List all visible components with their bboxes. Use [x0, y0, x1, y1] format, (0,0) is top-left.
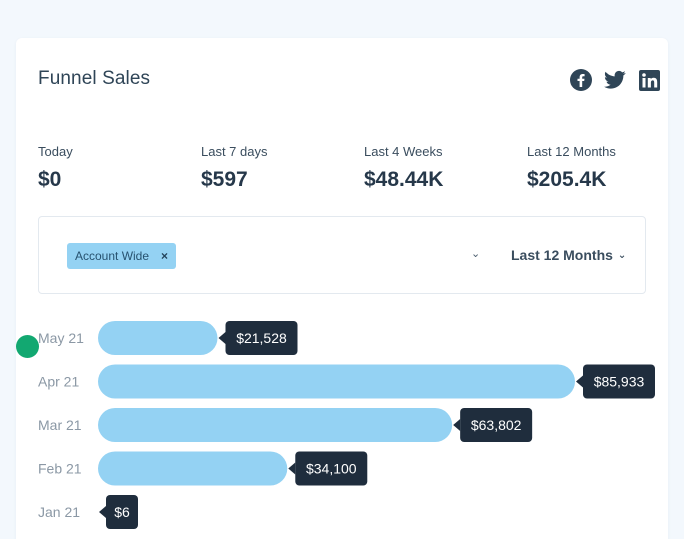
value-label: $85,933 [594, 374, 645, 390]
tooltip-arrow [453, 419, 461, 431]
value-label: $21,528 [236, 330, 287, 346]
period-dropdown[interactable]: Last 12 Months ⌄ [511, 247, 626, 263]
bar [98, 364, 575, 399]
stat-value: $0 [38, 168, 62, 191]
close-icon[interactable]: × [161, 249, 169, 263]
stat-last-4-weeks: Last 4 Weeks $48.44K [364, 144, 443, 192]
stat-label: Last 4 Weeks [364, 144, 443, 159]
twitter-icon[interactable] [604, 69, 626, 91]
chevron-down-icon: ⌄ [617, 249, 627, 261]
tooltip-arrow [576, 375, 583, 388]
bar [98, 321, 218, 355]
tooltip-arrow [288, 462, 296, 475]
value-tooltip [225, 321, 298, 355]
value-tooltip [460, 408, 533, 442]
bar [98, 451, 288, 486]
filter-chip-account-wide[interactable]: Account Wide × [67, 243, 177, 269]
status-dot[interactable] [16, 335, 39, 358]
filter-bar: Account Wide × ⌄ Last 12 Months ⌄ [38, 216, 646, 294]
category-label: May 21 [38, 330, 84, 346]
value-tooltip [583, 364, 655, 399]
category-label: Apr 21 [38, 374, 79, 390]
value-label: $63,802 [471, 417, 522, 433]
stat-value: $597 [201, 168, 248, 191]
stat-label: Last 7 days [201, 144, 268, 159]
category-label: Feb 21 [38, 461, 82, 477]
value-label: $34,100 [306, 461, 357, 477]
stat-last-7-days: Last 7 days $597 [201, 144, 268, 192]
period-dropdown-label: Last 12 Months [511, 247, 613, 263]
social-share-icons [570, 69, 660, 91]
chevron-down-icon[interactable]: ⌄ [471, 248, 481, 260]
facebook-icon[interactable] [570, 69, 592, 91]
stat-label: Last 12 Months [527, 144, 616, 159]
stat-last-12-months: Last 12 Months $205.4K [527, 144, 616, 192]
bar [98, 408, 453, 442]
value-tooltip [295, 451, 368, 486]
value-tooltip [106, 495, 138, 529]
category-label: Mar 21 [38, 417, 82, 433]
stat-value: $48.44K [364, 168, 444, 191]
filter-chip-label: Account Wide [75, 249, 150, 263]
stat-value: $205.4K [527, 168, 607, 191]
value-label: $6 [114, 504, 130, 520]
tooltip-arrow [218, 332, 226, 344]
category-label: Jan 21 [38, 504, 80, 520]
widget-title: Funnel Sales [38, 68, 151, 89]
stat-label: Today [38, 144, 73, 159]
linkedin-icon[interactable] [638, 69, 660, 91]
tooltip-arrow [99, 506, 106, 518]
stat-today: Today $0 [38, 144, 73, 192]
